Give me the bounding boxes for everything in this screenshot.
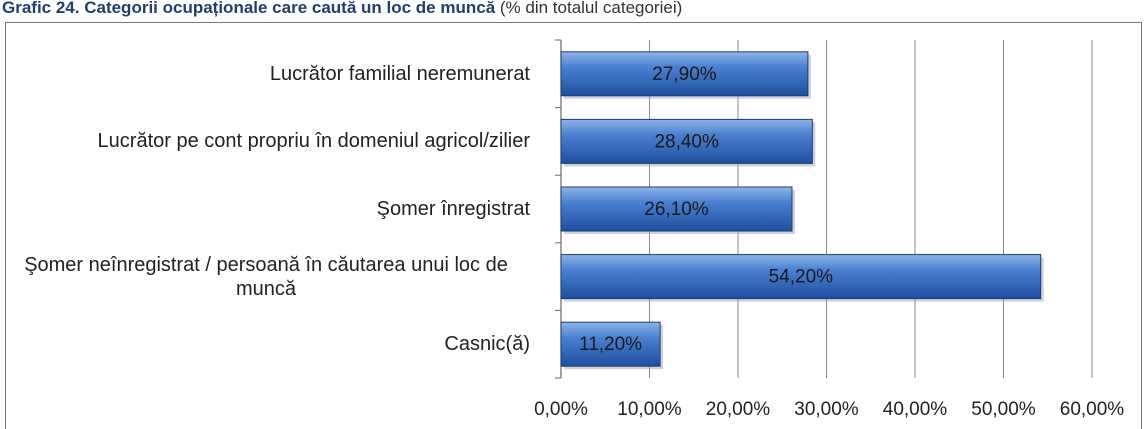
y-tick-label: Casnic(ă) [444, 333, 530, 356]
bar [560, 118, 813, 164]
bar [560, 254, 1042, 300]
bar [560, 186, 793, 232]
y-tick-label: Lucrător familial neremunerat [269, 62, 530, 85]
bar [560, 321, 661, 367]
y-tick-label-box: Lucrător pe cont propriu în domeniul agr… [0, 129, 530, 153]
value-label: 54,20% [769, 267, 834, 288]
chart-border [5, 22, 1142, 429]
x-tick-label: 50,00% [971, 399, 1036, 420]
chart-title: Grafic 24. Categorii ocupaționale care c… [2, 0, 682, 17]
value-label: 11,20% [579, 334, 642, 355]
subtitle: (% din totalul categoriei) [500, 0, 682, 17]
x-tick-label: 10,00% [617, 399, 682, 420]
value-label: 28,40% [654, 131, 719, 152]
y-tick-label-box: Şomer neînregistrat / persoană în căutar… [0, 253, 530, 301]
x-tick-label: 60,00% [1060, 399, 1125, 420]
y-tick-label-box: Şomer înregistrat [0, 197, 530, 221]
y-tick-label-box: Casnic(ă) [0, 332, 530, 356]
value-label: 27,90% [652, 64, 717, 85]
x-tick-label: 0,00% [534, 399, 588, 420]
title: Grafic 24. Categorii ocupaționale care c… [2, 0, 496, 17]
x-tick-label: 20,00% [706, 399, 771, 420]
value-label: 26,10% [644, 199, 709, 220]
y-tick-label: Şomer înregistrat [376, 198, 530, 220]
y-tick-label: Şomer neînregistrat / persoană în căutar… [24, 253, 508, 300]
x-tick-label: 40,00% [883, 399, 948, 420]
bar [560, 51, 809, 97]
y-tick-label: Lucrător pe cont propriu în domeniul agr… [97, 130, 530, 153]
x-tick-label: 30,00% [794, 399, 859, 420]
y-tick-label-box: Lucrător familial neremunerat [0, 62, 530, 86]
